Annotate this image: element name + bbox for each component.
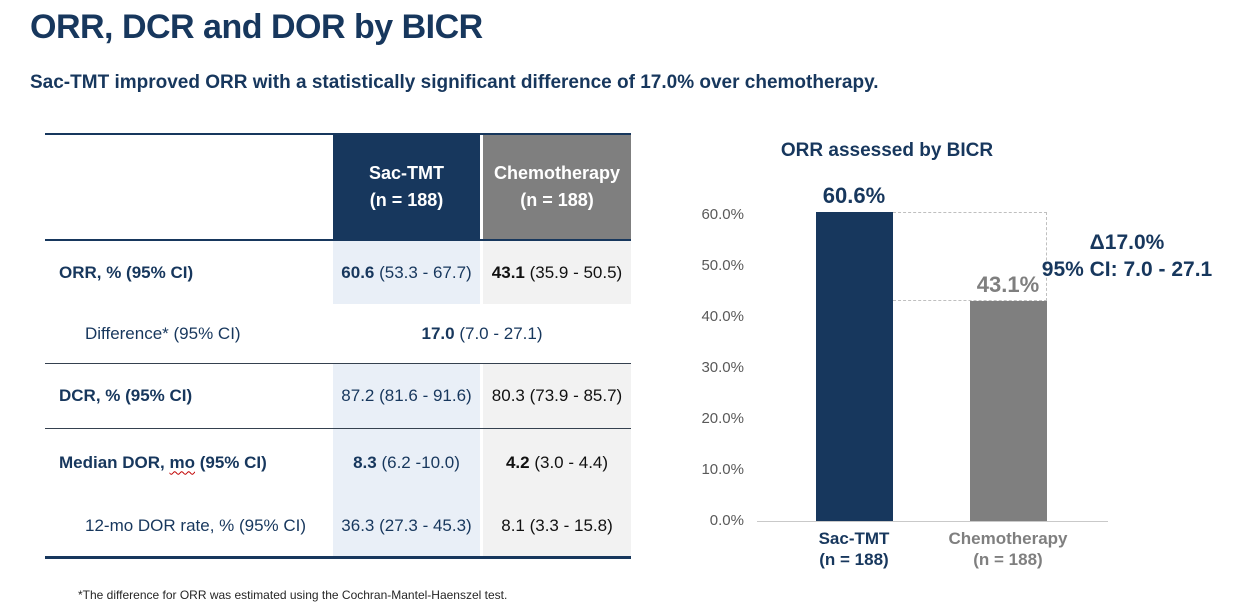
delta-annotation: Δ17.0% 95% CI: 7.0 - 27.1 — [1012, 229, 1242, 283]
x-axis-line — [757, 521, 1108, 522]
y-tick-label: 20.0% — [701, 410, 744, 427]
cell-12mo-dor-chemotherapy: 8.1 (3.3 - 15.8) — [483, 496, 631, 556]
column-header-chemotherapy-n: (n = 188) — [520, 190, 594, 210]
x-category-sac-tmt: Sac-TMT (n = 188) — [764, 528, 944, 570]
cell-median-dor-chemotherapy: 4.2 (3.0 - 4.4) — [483, 429, 631, 496]
results-table: Sac-TMT (n = 188) Chemotherapy (n = 188)… — [45, 133, 631, 559]
column-header-chemotherapy-name: Chemotherapy — [493, 163, 621, 183]
column-divider — [480, 241, 483, 304]
y-tick-label: 10.0% — [701, 461, 744, 478]
cell-difference-merged: 17.0 (7.0 - 27.1) — [421, 323, 543, 343]
row-label-median-dor: Median DOR, mo (95% CI) — [59, 452, 267, 472]
cell-dcr-sac-tmt: 87.2 (81.6 - 91.6) — [333, 364, 480, 428]
table-row-difference: Difference* (95% CI) 17.0 (7.0 - 27.1) — [45, 304, 631, 364]
bar-value-label-sac-tmt: 60.6% — [822, 182, 886, 208]
row-label-difference: Difference* (95% CI) — [85, 323, 241, 343]
column-header-sac-tmt-name: Sac-TMT — [368, 163, 444, 183]
page-subtitle: Sac-TMT improved ORR with a statisticall… — [30, 72, 879, 93]
chart-title: ORR assessed by BICR — [780, 140, 994, 161]
table-row-dcr: DCR, % (95% CI) 87.2 (81.6 - 91.6) 80.3 … — [45, 364, 631, 429]
column-divider — [480, 364, 483, 428]
row-label-dcr: DCR, % (95% CI) — [59, 386, 193, 405]
spellcheck-squiggle: mo — [169, 452, 196, 472]
column-divider — [480, 135, 483, 239]
cell-median-dor-sac-tmt: 8.3 (6.2 -10.0) — [333, 429, 480, 496]
cell-orr-sac-tmt: 60.6 (53.3 - 67.7) — [333, 241, 480, 304]
header-empty-cell — [45, 135, 333, 239]
row-label-orr: ORR, % (95% CI) — [59, 262, 194, 282]
x-category-sac-tmt-n: (n = 188) — [819, 550, 889, 569]
x-category-sac-tmt-name: Sac-TMT — [818, 529, 890, 548]
column-header-sac-tmt-n: (n = 188) — [369, 190, 444, 210]
table-row-12mo-dor-rate: 12-mo DOR rate, % (95% CI) 36.3 (27.3 - … — [45, 496, 631, 559]
column-header-chemotherapy: Chemotherapy (n = 188) — [483, 135, 631, 239]
y-tick-label: 60.0% — [701, 206, 744, 223]
delta-annotation-value: Δ17.0% — [1089, 231, 1165, 254]
bar-sac-tmt — [815, 211, 893, 521]
y-tick-label: 40.0% — [701, 308, 744, 325]
row-label-12mo-dor-rate: 12-mo DOR rate, % (95% CI) — [85, 516, 307, 535]
bar-chemotherapy — [969, 301, 1047, 521]
x-category-chemotherapy-name: Chemotherapy — [948, 529, 1068, 548]
column-divider — [480, 429, 483, 496]
cell-dcr-chemotherapy: 80.3 (73.9 - 85.7) — [483, 364, 631, 428]
delta-annotation-ci: 95% CI: 7.0 - 27.1 — [1041, 258, 1213, 281]
table-row-orr: ORR, % (95% CI) 60.6 (53.3 - 67.7) 43.1 … — [45, 241, 631, 304]
x-category-chemotherapy-n: (n = 188) — [973, 550, 1043, 569]
y-tick-label: 50.0% — [701, 257, 744, 274]
table-row-median-dor: Median DOR, mo (95% CI) 8.3 (6.2 -10.0) … — [45, 429, 631, 496]
y-tick-label: 30.0% — [701, 359, 744, 376]
footnote: *The difference for ORR was estimated us… — [78, 588, 508, 602]
page-title: ORR, DCR and DOR by BICR — [30, 8, 483, 46]
column-divider — [480, 496, 483, 556]
y-tick-label: 0.0% — [709, 512, 744, 529]
column-header-sac-tmt: Sac-TMT (n = 188) — [333, 135, 480, 239]
cell-12mo-dor-sac-tmt: 36.3 (27.3 - 45.3) — [333, 496, 480, 556]
table-header-row: Sac-TMT (n = 188) Chemotherapy (n = 188) — [45, 135, 631, 241]
cell-orr-chemotherapy: 43.1 (35.9 - 50.5) — [483, 241, 631, 304]
x-category-chemotherapy: Chemotherapy (n = 188) — [918, 528, 1098, 570]
